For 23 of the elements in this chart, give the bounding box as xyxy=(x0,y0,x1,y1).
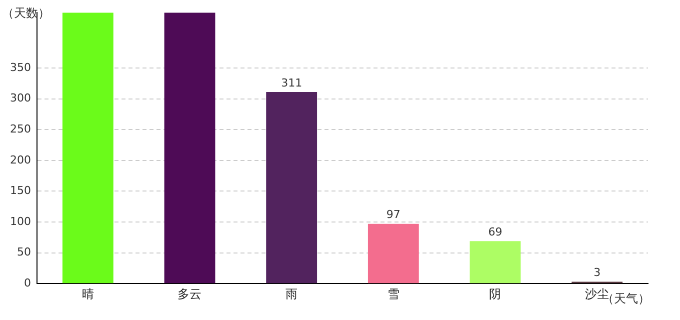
bar xyxy=(266,92,318,284)
y-tick-label: 50 xyxy=(16,246,31,259)
y-tick-label: 200 xyxy=(10,153,31,166)
y-axis-title: （天数） xyxy=(2,6,50,20)
data-label: 69 xyxy=(488,225,502,238)
y-tick-label: 250 xyxy=(10,122,31,136)
x-tick-label: 晴 xyxy=(82,286,94,301)
bar xyxy=(368,224,419,284)
bar xyxy=(164,12,216,284)
y-tick-label: 350 xyxy=(10,60,31,74)
data-label: 3 xyxy=(594,266,601,280)
x-tick-label: 多云 xyxy=(178,286,202,301)
y-tick-label: 150 xyxy=(10,184,31,198)
y-tick-label: 100 xyxy=(10,214,31,228)
y-tick-label: 0 xyxy=(24,276,31,290)
bar xyxy=(62,12,114,284)
bar xyxy=(470,241,521,284)
data-label: 311 xyxy=(281,76,302,90)
x-tick-label: 雨 xyxy=(286,286,298,301)
y-tick-label: 300 xyxy=(10,92,31,105)
data-label: 97 xyxy=(386,208,400,222)
x-tick-label: 雪 xyxy=(387,286,400,301)
x-tick-label: 阴 xyxy=(489,286,502,301)
